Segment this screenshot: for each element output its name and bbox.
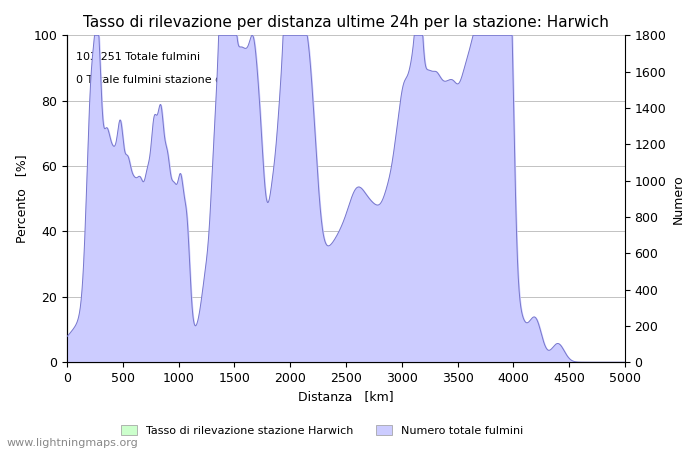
Legend: Tasso di rilevazione stazione Harwich, Numero totale fulmini: Tasso di rilevazione stazione Harwich, N… [116, 420, 528, 440]
Y-axis label: Numero: Numero [672, 174, 685, 224]
Text: www.lightningmaps.org: www.lightningmaps.org [7, 438, 139, 448]
X-axis label: Distanza   [km]: Distanza [km] [298, 391, 394, 404]
Text: 103.251 Totale fulmini: 103.251 Totale fulmini [76, 52, 200, 62]
Y-axis label: Percento   [%]: Percento [%] [15, 154, 28, 243]
Text: 0 Totale fulmini stazione di: 0 Totale fulmini stazione di [76, 75, 225, 85]
Title: Tasso di rilevazione per distanza ultime 24h per la stazione: Harwich: Tasso di rilevazione per distanza ultime… [83, 15, 609, 30]
